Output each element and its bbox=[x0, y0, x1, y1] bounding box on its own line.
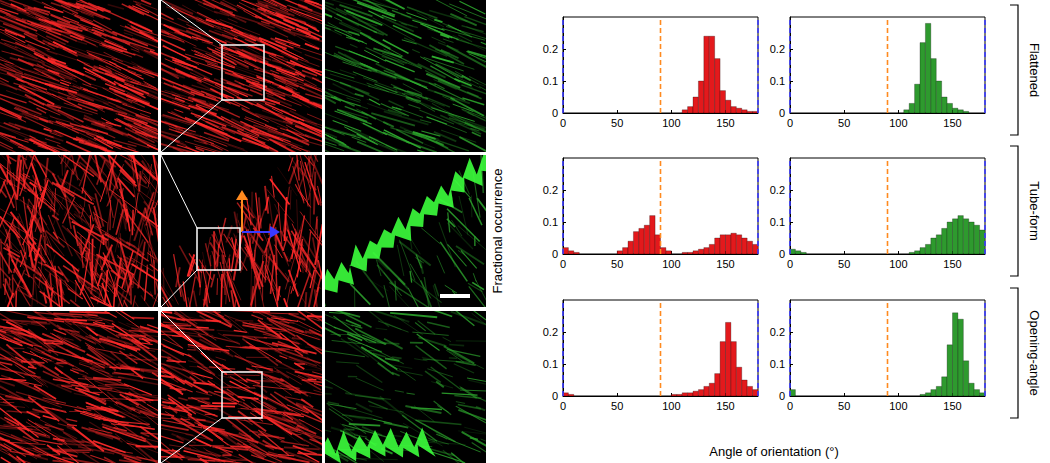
svg-text:0: 0 bbox=[787, 117, 793, 129]
svg-text:150: 150 bbox=[943, 258, 961, 270]
svg-text:100: 100 bbox=[889, 258, 907, 270]
svg-text:0: 0 bbox=[552, 390, 558, 402]
svg-text:0.1: 0.1 bbox=[770, 75, 785, 87]
svg-text:0.1: 0.1 bbox=[543, 358, 558, 370]
svg-text:150: 150 bbox=[716, 117, 734, 129]
svg-text:150: 150 bbox=[716, 400, 734, 412]
svg-text:0: 0 bbox=[779, 107, 785, 119]
svg-text:150: 150 bbox=[716, 258, 734, 270]
svg-text:0: 0 bbox=[779, 248, 785, 260]
svg-text:0: 0 bbox=[779, 390, 785, 402]
svg-text:Opening-angle: Opening-angle bbox=[1027, 310, 1042, 395]
svg-text:0: 0 bbox=[552, 248, 558, 260]
svg-text:0: 0 bbox=[560, 117, 566, 129]
svg-text:100: 100 bbox=[889, 117, 907, 129]
svg-text:Angle of orientation (°): Angle of orientation (°) bbox=[709, 444, 839, 459]
svg-text:0.2: 0.2 bbox=[770, 326, 785, 338]
svg-text:100: 100 bbox=[889, 400, 907, 412]
svg-text:50: 50 bbox=[838, 117, 850, 129]
svg-text:0: 0 bbox=[787, 400, 793, 412]
svg-text:100: 100 bbox=[662, 400, 680, 412]
svg-text:100: 100 bbox=[662, 117, 680, 129]
svg-text:50: 50 bbox=[838, 400, 850, 412]
svg-text:0.2: 0.2 bbox=[770, 43, 785, 55]
svg-text:50: 50 bbox=[611, 400, 623, 412]
svg-text:0.1: 0.1 bbox=[770, 216, 785, 228]
svg-text:0.2: 0.2 bbox=[770, 184, 785, 196]
svg-text:0.1: 0.1 bbox=[770, 358, 785, 370]
svg-text:0: 0 bbox=[787, 258, 793, 270]
svg-text:50: 50 bbox=[838, 258, 850, 270]
svg-text:50: 50 bbox=[611, 258, 623, 270]
svg-text:0.2: 0.2 bbox=[543, 184, 558, 196]
svg-text:0.1: 0.1 bbox=[543, 216, 558, 228]
svg-text:0.2: 0.2 bbox=[543, 326, 558, 338]
svg-text:Fractional occurrence: Fractional occurrence bbox=[490, 169, 505, 294]
svg-text:100: 100 bbox=[662, 258, 680, 270]
svg-text:50: 50 bbox=[611, 117, 623, 129]
svg-text:0.1: 0.1 bbox=[543, 75, 558, 87]
svg-text:0: 0 bbox=[552, 107, 558, 119]
svg-text:0.2: 0.2 bbox=[543, 43, 558, 55]
svg-text:150: 150 bbox=[943, 117, 961, 129]
svg-text:0: 0 bbox=[560, 258, 566, 270]
svg-text:150: 150 bbox=[943, 400, 961, 412]
svg-text:Flattened: Flattened bbox=[1027, 43, 1042, 97]
svg-text:0: 0 bbox=[560, 400, 566, 412]
svg-text:Tube-form: Tube-form bbox=[1027, 181, 1042, 240]
